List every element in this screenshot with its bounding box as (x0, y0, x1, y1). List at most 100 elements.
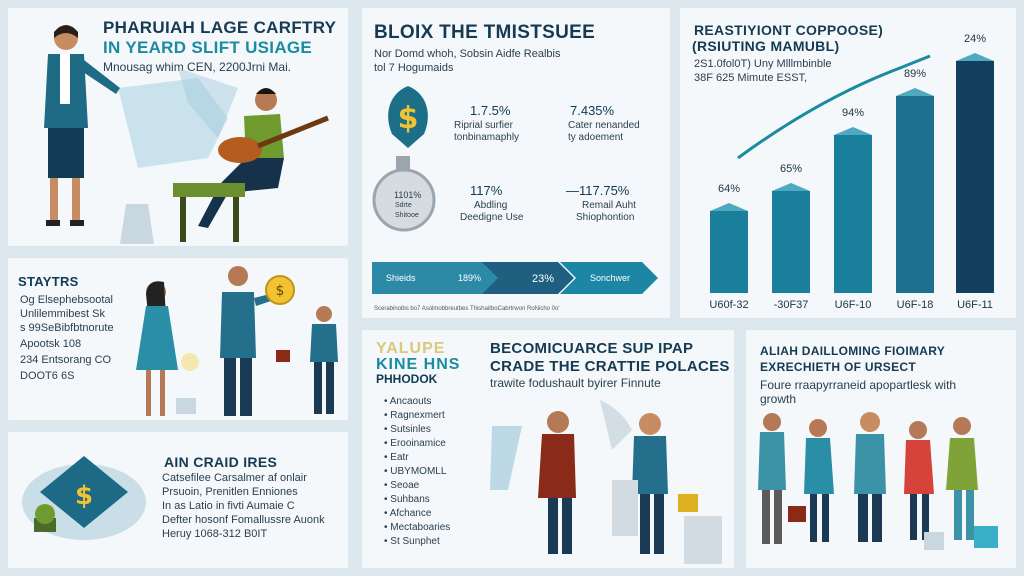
panel6-title-line1: BECOMICUARCE SUP IPAP (490, 340, 694, 357)
list-item: • Ragnexmert (384, 410, 445, 421)
panel-statistics: BLOIX THE TMISTSUEE Nor Domd whoh, Sobsi… (362, 8, 670, 318)
arrow-label-4: Sonchwer (590, 273, 631, 283)
logo-line-2: KINE HNS (376, 356, 461, 373)
stat4-line1: Remail Auht (582, 200, 636, 211)
panel-family: STAYTRS Og Elsephebsootal Unlilemmibest … (8, 258, 348, 420)
panel-bar-chart: REASTIYIONT COPPOOSE) (RSIUTING MAMUBL) … (680, 8, 1016, 318)
panel4-title: STAYTRS (18, 274, 79, 289)
stat4-value: —117.75% (566, 183, 630, 198)
panel2-footer: Scerabinolbs bo7 Asolmobbreutbes Thishai… (374, 306, 560, 312)
panel2-sub1: Nor Domd whoh, Sobsin Aidfe Realbis (374, 48, 561, 60)
chart-sub1: 2S1.0fol0T) Uny Mlllmbinble (694, 58, 832, 70)
panel4-line-3: s 99SeBibfbtnorute (20, 322, 114, 334)
panel4-line-6: DOOT6 6S (20, 370, 75, 382)
coin-text-1: 1101% (394, 190, 422, 200)
panel6-title-line2: CRADE THE CRATTIE POLACES (490, 358, 730, 375)
bar-cap (834, 127, 872, 135)
bar-category-label: -30F37 (773, 299, 809, 311)
panel5-line-5: Heruy 1068-312 B0IT (162, 528, 268, 540)
chart-title-line2: (RSIUTING MAMUBL) (692, 38, 840, 54)
stat1-line1: Riprial surfier (454, 120, 513, 131)
stat3-line1: Abdling (474, 200, 508, 211)
bar-category-label: U6F-11 (957, 299, 993, 311)
svg-text:$: $ (276, 283, 285, 299)
panel1-title-line1: PHARUIAH LAGE CARFTRY (103, 18, 337, 37)
bar-value-label: 94% (841, 107, 865, 119)
list-item: • Eatr (384, 452, 409, 463)
svg-text:$: $ (75, 481, 93, 511)
bar (710, 211, 748, 293)
logo-line-3: PHHODOK (376, 372, 438, 386)
panel-team: ALIAH DAILLOMING FIOIMARY EXRECHIETH OF … (746, 330, 1016, 568)
list-item: • Erooinamice (384, 438, 446, 449)
bar-chart (710, 53, 994, 293)
bar (834, 135, 872, 293)
bar-value-label: 24% (963, 33, 987, 45)
panel-business: YALUPE KINE HNS PHHODOK BECOMICUARCE SUP… (362, 330, 734, 568)
panel5-line-4: Defter hosonf Fomallussre Auonk (162, 514, 325, 526)
bar-cap (896, 88, 934, 96)
panel7-subtitle-1: Foure rraapyrraneid apopartlesk with (760, 378, 957, 392)
panel7-subtitle-2: growth (760, 392, 797, 406)
list-item: • Ancaouts (384, 396, 432, 407)
bar (896, 96, 934, 293)
arrow-label-1: Shieids (386, 273, 416, 283)
panel5-line-2: Prsuoin, Prenitlen Enniones (162, 486, 298, 498)
dollar-house-icon: $ (22, 456, 146, 540)
team-illustration (758, 412, 998, 550)
panel1-subtitle: Mnousag whim CEN, 2200Jrni Mai. (103, 60, 292, 74)
panel4-line-5: 234 Entsorang CO (20, 354, 112, 366)
stat4-line2: Shiophontion (576, 212, 635, 223)
list-item: • Seoae (384, 480, 420, 491)
logo-line-1: YALUPE (376, 340, 446, 357)
panel5-line-1: Catsefilee Carsalmer af onlair (162, 472, 307, 484)
panel4-line-2: Unlilemmibest Sk (20, 308, 105, 320)
list-item: • Mectaboaries (384, 522, 451, 533)
presenter-illustration (44, 25, 329, 244)
panel6-subtitle: trawite fodushault byirer Finnute (490, 376, 661, 390)
chart-title-line1: REASTIYIONT COPPOOSE) (694, 22, 884, 38)
bar-cap (710, 203, 748, 211)
list-item: • Afchance (384, 508, 432, 519)
stat3-line2: Deedigne Use (460, 212, 524, 223)
panel4-line-1: Og Elsephebsootal (20, 294, 113, 306)
panel2-title: BLOIX THE TMISTSUEE (374, 22, 596, 43)
stat1-line2: tonbinamaphly (454, 132, 520, 143)
bar-cap (956, 53, 994, 61)
bar-category-label: U60f-32 (709, 299, 749, 311)
coin-icon (372, 156, 436, 232)
bar-value-label: 64% (717, 183, 741, 195)
panel1-title-line2: IN YEARD SLIFT USIAGE (103, 38, 313, 57)
dollar-shield-icon: $ (388, 86, 428, 148)
panel5-line-3: In as Latio in fivti Aumaie C (162, 500, 295, 512)
trend-line (737, 54, 931, 160)
coin-text-3: Shitooe (395, 212, 419, 219)
chart-sub2: 38F 625 Mimute ESST, (694, 72, 808, 84)
panel4-line-4: Apootsk 108 (20, 338, 82, 350)
stat2-line1: Cater nenanded (568, 120, 640, 131)
panel7-title-line1: ALIAH DAILLOMING FIOIMARY (760, 344, 946, 358)
list-item: • Sutsinles (384, 424, 431, 435)
bar-cap (772, 183, 810, 191)
list-item: • St Sunphet (384, 536, 440, 547)
stat2-value: 7.435% (570, 103, 615, 118)
arrow-label-3: 23% (532, 273, 555, 285)
coin-text-2: Sdrte (395, 202, 412, 209)
bar-category-label: U6F-18 (896, 299, 934, 311)
stat1-value: 1.7.5% (470, 103, 511, 118)
bar-value-label: 65% (779, 163, 803, 175)
svg-text:$: $ (398, 101, 419, 136)
stat3-value: 117% (470, 183, 503, 198)
progress-arrow-graphic (372, 262, 658, 294)
bar (772, 191, 810, 293)
panel5-title: AIN CRAID IRES (164, 454, 278, 470)
family-illustration: $ (136, 266, 338, 416)
bar-value-label: 89% (903, 68, 927, 80)
bar (956, 61, 994, 293)
panel7-title-line2: EXRECHIETH OF URSECT (760, 360, 917, 374)
bar-category-label: U6F-10 (834, 299, 872, 311)
list-item: • UBYMOMLL (384, 466, 447, 477)
business-illustration (490, 400, 722, 564)
panel2-sub2: tol 7 Hogumaids (374, 62, 454, 74)
panel-consultation: PHARUIAH LAGE CARFTRY IN YEARD SLIFT USI… (8, 8, 348, 246)
